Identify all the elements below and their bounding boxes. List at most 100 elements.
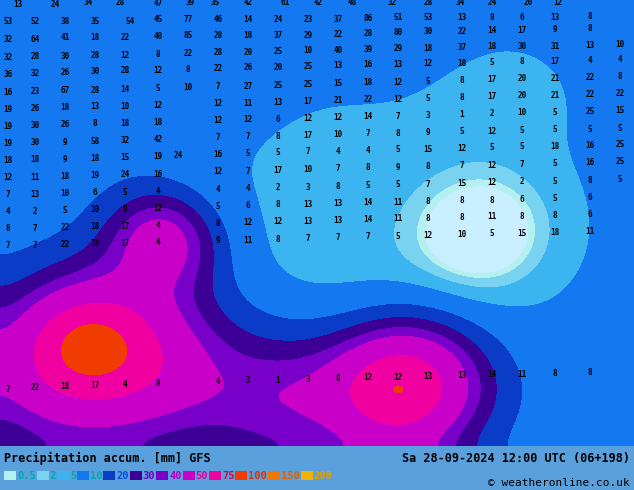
Text: 17: 17 [550, 57, 560, 67]
Text: 22: 22 [30, 383, 39, 392]
Text: 14: 14 [363, 198, 373, 207]
Text: 9: 9 [216, 237, 220, 245]
Text: 28: 28 [214, 31, 223, 41]
Text: 30: 30 [30, 139, 39, 147]
Text: 12: 12 [488, 178, 496, 188]
Text: 22: 22 [60, 223, 70, 232]
Text: 5: 5 [425, 77, 430, 86]
Text: 64: 64 [30, 35, 39, 45]
Text: 4: 4 [216, 185, 220, 195]
Text: 25: 25 [616, 141, 624, 149]
Text: 25: 25 [273, 48, 283, 56]
Text: 28: 28 [424, 0, 432, 7]
Text: 11: 11 [488, 213, 496, 221]
Text: 18: 18 [3, 156, 13, 166]
Text: 58: 58 [91, 138, 100, 147]
Text: 18: 18 [153, 119, 163, 127]
Text: 41: 41 [60, 33, 70, 43]
Text: 21: 21 [550, 74, 560, 83]
Text: 24: 24 [488, 0, 496, 7]
Text: 32: 32 [3, 35, 13, 45]
Text: 8: 8 [553, 369, 557, 378]
Text: 12: 12 [393, 373, 403, 382]
Text: 7: 7 [335, 233, 340, 243]
Text: 18: 18 [91, 33, 100, 43]
Text: 16: 16 [3, 89, 13, 98]
Text: 15: 15 [424, 146, 432, 154]
Text: 2: 2 [489, 109, 495, 119]
Bar [183, 471, 195, 481]
Text: 3: 3 [306, 375, 310, 385]
Text: 20: 20 [524, 0, 533, 7]
Text: 14: 14 [120, 85, 129, 95]
Text: 18: 18 [60, 103, 70, 113]
Text: 18: 18 [550, 143, 560, 151]
Bar [268, 471, 280, 481]
Text: 4: 4 [156, 239, 160, 247]
Text: 4: 4 [335, 147, 340, 156]
Text: 5: 5 [396, 146, 400, 154]
Text: 12: 12 [424, 231, 432, 241]
Text: 8: 8 [588, 24, 592, 33]
Text: © weatheronline.co.uk: © weatheronline.co.uk [488, 478, 630, 488]
Text: 8: 8 [6, 224, 10, 233]
Text: 86: 86 [363, 15, 373, 24]
Text: 6: 6 [588, 210, 592, 220]
Bar [156, 471, 168, 481]
Text: 13: 13 [304, 218, 313, 226]
Text: 21: 21 [550, 92, 560, 100]
Text: 22: 22 [60, 241, 70, 249]
Text: 28: 28 [91, 51, 100, 60]
Text: 39: 39 [363, 46, 373, 54]
Bar [77, 471, 89, 481]
Text: 31: 31 [550, 43, 560, 51]
Text: 18: 18 [91, 222, 100, 231]
Text: 24: 24 [50, 0, 60, 9]
Text: 5: 5 [553, 177, 557, 187]
Text: 13: 13 [30, 191, 39, 199]
Text: 9: 9 [396, 164, 400, 172]
Text: 40: 40 [169, 471, 182, 481]
Bar [130, 471, 142, 481]
Text: 8: 8 [276, 132, 280, 142]
Text: 22: 22 [585, 91, 595, 99]
Text: 7: 7 [520, 160, 524, 170]
Text: 7: 7 [6, 242, 10, 250]
Text: 14: 14 [363, 216, 373, 224]
Text: 5: 5 [553, 108, 557, 118]
Text: 5: 5 [246, 149, 250, 158]
Text: 10: 10 [304, 166, 313, 174]
Text: 11: 11 [243, 237, 252, 245]
Text: 12: 12 [153, 101, 163, 110]
Text: 42: 42 [313, 0, 323, 7]
Text: 8: 8 [489, 196, 495, 205]
Text: 5: 5 [520, 143, 524, 151]
Text: 12: 12 [333, 114, 342, 122]
Text: 9: 9 [63, 155, 67, 165]
Text: 200: 200 [314, 471, 332, 481]
Text: 30: 30 [424, 27, 432, 36]
Text: 51: 51 [393, 14, 403, 23]
Text: 7: 7 [6, 191, 10, 199]
Text: 24: 24 [173, 151, 183, 160]
Text: 3: 3 [306, 183, 310, 193]
Text: 26: 26 [60, 69, 70, 77]
Text: 8: 8 [460, 196, 464, 205]
Text: 8: 8 [425, 163, 430, 172]
Text: 4: 4 [366, 147, 370, 155]
Text: 7: 7 [366, 129, 370, 139]
Text: 25: 25 [273, 81, 283, 91]
Text: 5: 5 [276, 148, 280, 157]
Text: 26: 26 [30, 104, 39, 114]
Text: 22: 22 [585, 74, 595, 82]
Text: 19: 19 [153, 152, 163, 162]
Text: 20: 20 [517, 92, 527, 100]
Text: 28: 28 [363, 29, 373, 39]
Text: 25: 25 [304, 63, 313, 72]
Text: 7: 7 [33, 242, 37, 250]
Text: 19: 19 [3, 105, 13, 115]
Text: 30: 30 [143, 471, 155, 481]
Text: 18: 18 [457, 59, 467, 69]
Text: 13: 13 [304, 200, 313, 209]
Text: 9: 9 [63, 139, 67, 147]
